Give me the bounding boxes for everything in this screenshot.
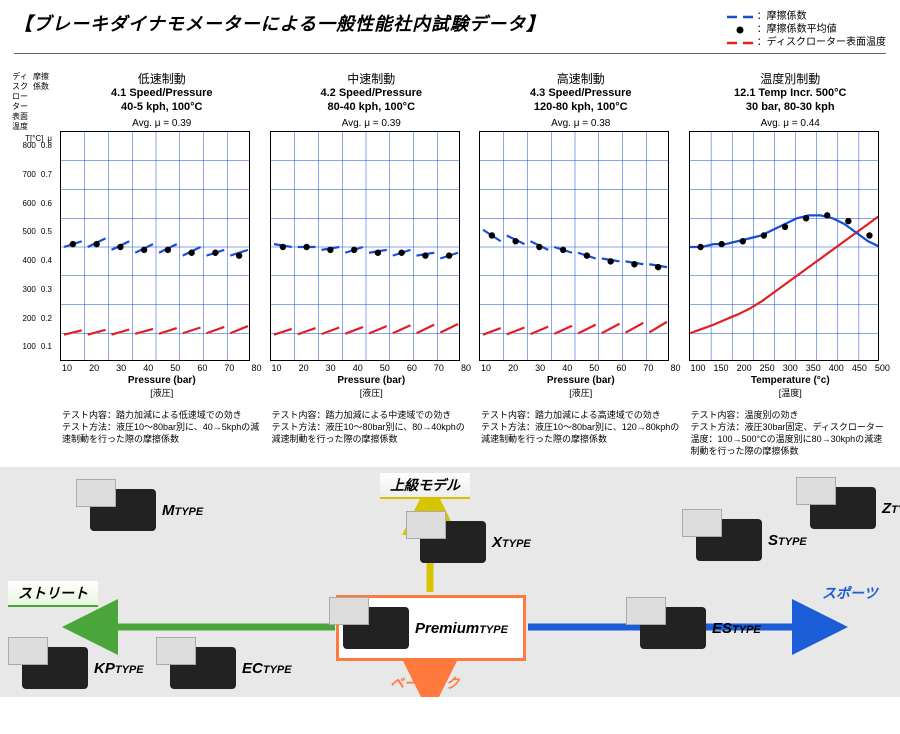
chart-svg [689, 131, 879, 361]
chart-panel: 温度別制動12.1 Temp Incr. 500°C30 bar, 80-30 … [689, 72, 893, 457]
product-KP: KPTYPE [22, 647, 144, 689]
legend-temp: ：ディスクローター表面温度 [757, 36, 886, 49]
chart-panel: 中速制動4.2 Speed/Pressure80-40 kph, 100°CAv… [270, 72, 474, 457]
legend-mu: ：摩擦係数 [757, 10, 807, 23]
chart-svg [479, 131, 669, 361]
product-M: MTYPE [90, 489, 203, 531]
chart-svg [60, 131, 250, 361]
product-X: XTYPE [420, 521, 531, 563]
chart-legend: ：摩擦係数 ：摩擦係数平均値 ：ディスクローター表面温度 [727, 10, 886, 49]
product-EC: ECTYPE [170, 647, 292, 689]
product-Z: ZTYPE [810, 487, 900, 529]
chart-panel: 低速制動4.1 Speed/Pressure40-5 kph, 100°CAvg… [60, 72, 264, 457]
charts-row: ディスクローター表面温度摩擦係数 T[°C] μ 8000.87000.7600… [0, 68, 900, 457]
product-map: 上級モデルベーシックストリートスポーツMTYPEXTYPESTYPEZTYPEK… [0, 467, 900, 697]
product-S: STYPE [696, 519, 807, 561]
y-axis: ディスクローター表面温度摩擦係数 T[°C] μ 8000.87000.7600… [8, 72, 54, 457]
chart-panel: 高速制動4.3 Speed/Pressure120-80 kph, 100°CA… [479, 72, 683, 457]
legend-mu-avg: ：摩擦係数平均値 [757, 23, 837, 36]
product-premium: PremiumTYPE [336, 595, 526, 661]
chart-svg [270, 131, 460, 361]
product-ES: ESTYPE [640, 607, 761, 649]
divider [14, 53, 886, 54]
page-title: 【ブレーキダイナモメーターによる一般性能社内試験データ】 [14, 10, 545, 36]
